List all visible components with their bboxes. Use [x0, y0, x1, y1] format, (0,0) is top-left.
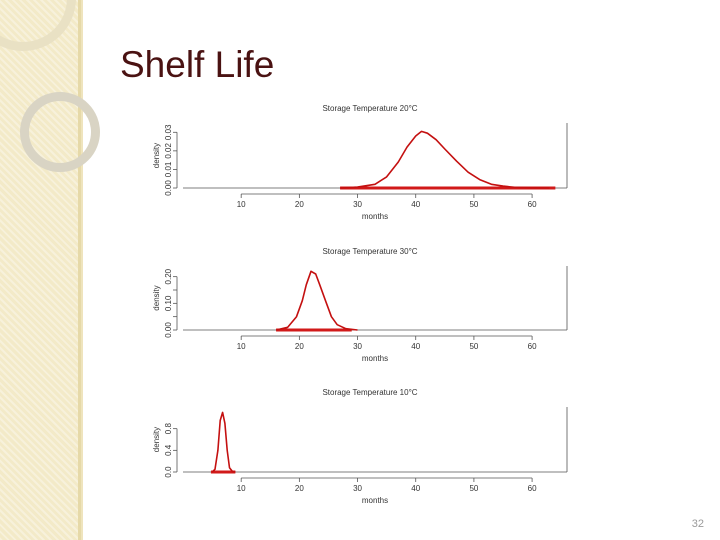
sidebar-edge	[81, 0, 83, 540]
y-axis-label: density	[152, 285, 161, 310]
x-tick-label: 20	[295, 342, 304, 351]
x-tick-label: 20	[295, 484, 304, 493]
density-curve	[211, 411, 236, 473]
decorative-sidebar	[0, 0, 81, 540]
y-tick-label: 0.01	[164, 161, 173, 177]
x-tick-label: 10	[237, 342, 246, 351]
y-tick-label: 0.4	[164, 444, 173, 456]
x-tick-label: 40	[411, 342, 420, 351]
x-tick-label: 60	[528, 342, 537, 351]
y-tick-label: 0.02	[164, 143, 173, 159]
y-tick-label: 0.10	[164, 295, 173, 311]
x-axis-label: months	[362, 212, 388, 221]
x-tick-label: 30	[353, 484, 362, 493]
plot-title: Storage Temperature 10°C	[322, 388, 417, 397]
y-tick-label: 0.00	[164, 180, 173, 196]
x-tick-label: 10	[237, 484, 246, 493]
y-tick-label: 0.0	[164, 466, 173, 478]
x-tick-label: 50	[469, 342, 478, 351]
x-tick-label: 30	[353, 200, 362, 209]
density-curve	[340, 130, 550, 189]
x-axis-label: months	[362, 496, 388, 505]
x-tick-label: 40	[411, 200, 420, 209]
y-tick-label: 0.03	[164, 124, 173, 140]
x-tick-label: 20	[295, 200, 304, 209]
x-tick-label: 60	[528, 200, 537, 209]
x-axis-label: months	[362, 354, 388, 363]
x-tick-label: 60	[528, 484, 537, 493]
x-tick-label: 10	[237, 200, 246, 209]
x-tick-label: 50	[469, 200, 478, 209]
x-tick-label: 50	[469, 484, 478, 493]
density-curve	[275, 270, 358, 331]
decorative-ring-middle	[20, 92, 100, 172]
x-tick-label: 30	[353, 342, 362, 351]
y-axis-label: density	[152, 427, 161, 452]
plot-title: Storage Temperature 30°C	[322, 247, 417, 256]
page-number: 32	[691, 518, 704, 530]
y-axis-label: density	[152, 143, 161, 168]
y-tick-label: 0.8	[164, 423, 173, 435]
plot-title: Storage Temperature 20°C	[322, 104, 417, 113]
x-tick-label: 40	[411, 484, 420, 493]
slide-title: Shelf Life	[120, 44, 275, 85]
y-tick-label: 0.20	[164, 268, 173, 284]
y-tick-label: 0.00	[164, 322, 173, 338]
